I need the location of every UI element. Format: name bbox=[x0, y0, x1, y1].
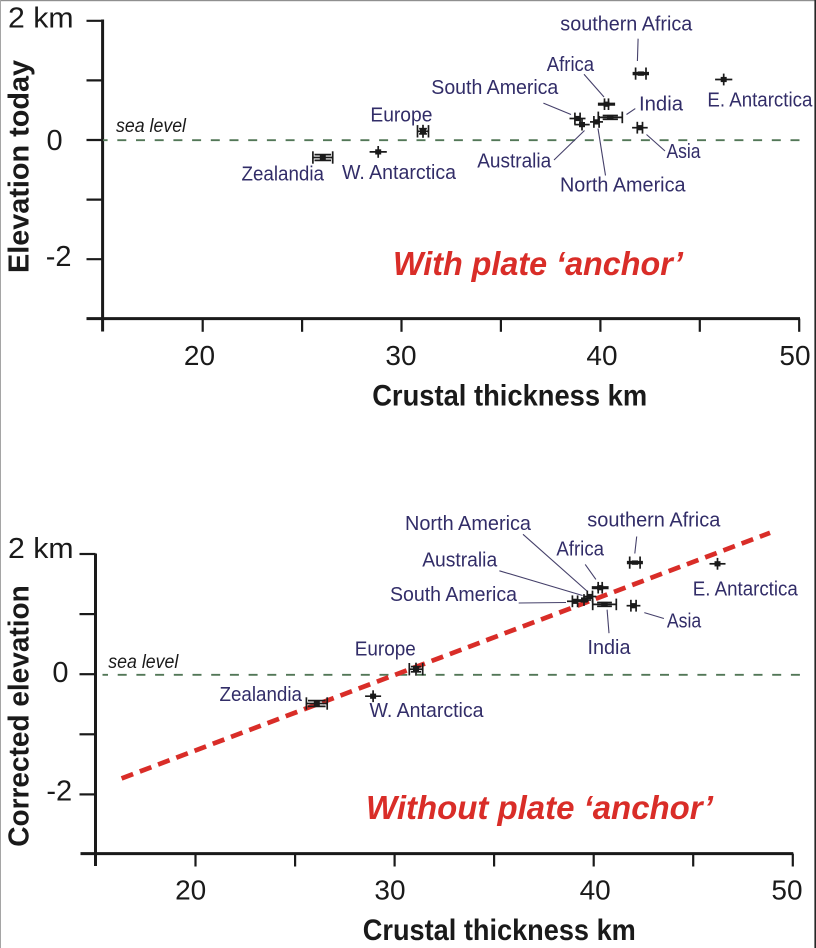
svg-text:India: India bbox=[588, 637, 632, 659]
svg-text:40: 40 bbox=[586, 340, 617, 371]
svg-text:With plate ‘anchor’: With plate ‘anchor’ bbox=[393, 245, 684, 282]
svg-text:Zealandia: Zealandia bbox=[220, 684, 303, 706]
svg-text:southern Africa: southern Africa bbox=[560, 13, 693, 35]
svg-text:W. Antarctica: W. Antarctica bbox=[342, 162, 457, 184]
svg-text:North America: North America bbox=[405, 513, 532, 535]
svg-text:2 km: 2 km bbox=[8, 533, 74, 565]
svg-text:Crustal thickness km: Crustal thickness km bbox=[363, 914, 636, 947]
svg-text:50: 50 bbox=[779, 340, 810, 371]
svg-text:Crustal thickness km: Crustal thickness km bbox=[372, 380, 647, 413]
svg-text:0: 0 bbox=[46, 125, 62, 157]
svg-text:20: 20 bbox=[184, 340, 215, 371]
svg-text:Elevation today: Elevation today bbox=[3, 60, 35, 273]
svg-text:Europe: Europe bbox=[370, 105, 432, 127]
svg-text:E. Antarctica: E. Antarctica bbox=[693, 578, 799, 600]
svg-text:2 km: 2 km bbox=[8, 3, 74, 35]
svg-text:20: 20 bbox=[175, 875, 206, 906]
svg-text:W. Antarctica: W. Antarctica bbox=[370, 700, 485, 722]
svg-text:Without plate ‘anchor’: Without plate ‘anchor’ bbox=[366, 789, 714, 826]
svg-text:-2: -2 bbox=[46, 241, 72, 273]
svg-text:30: 30 bbox=[374, 875, 405, 906]
svg-text:-2: -2 bbox=[46, 775, 72, 807]
svg-text:30: 30 bbox=[385, 340, 416, 371]
svg-text:South America: South America bbox=[390, 584, 518, 606]
svg-text:Asia: Asia bbox=[667, 141, 702, 163]
svg-text:South America: South America bbox=[431, 77, 559, 99]
svg-text:Africa: Africa bbox=[547, 54, 595, 76]
svg-text:Europe: Europe bbox=[355, 639, 416, 661]
svg-text:Corrected elevation: Corrected elevation bbox=[3, 585, 35, 847]
svg-text:E. Antarctica: E. Antarctica bbox=[707, 89, 813, 111]
svg-text:0: 0 bbox=[52, 657, 68, 689]
svg-text:40: 40 bbox=[580, 875, 611, 906]
svg-text:southern Africa: southern Africa bbox=[587, 510, 721, 532]
svg-text:India: India bbox=[639, 93, 684, 115]
svg-text:sea level: sea level bbox=[108, 651, 179, 673]
svg-text:Asia: Asia bbox=[667, 610, 702, 632]
svg-text:Africa: Africa bbox=[556, 538, 604, 560]
svg-text:50: 50 bbox=[771, 875, 802, 906]
svg-text:sea level: sea level bbox=[116, 115, 187, 137]
svg-text:Zealandia: Zealandia bbox=[242, 164, 325, 186]
svg-text:North America: North America bbox=[560, 174, 686, 196]
svg-text:Australia: Australia bbox=[422, 550, 498, 572]
svg-text:Australia: Australia bbox=[477, 150, 552, 172]
